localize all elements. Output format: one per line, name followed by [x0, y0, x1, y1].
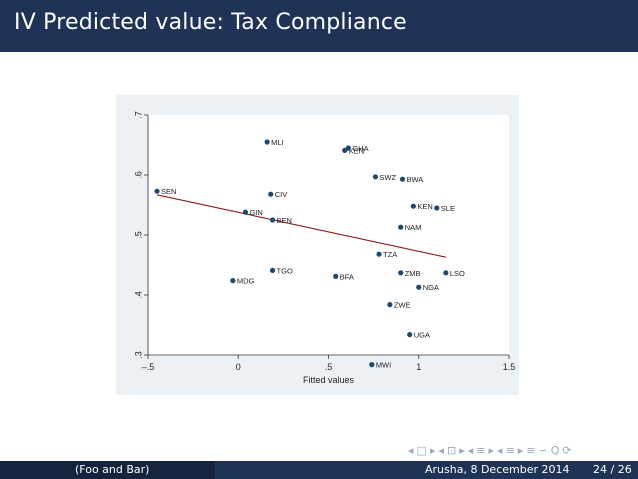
footer-right-panel: Arusha, 8 December 2014 24 / 26 — [215, 461, 638, 479]
data-label-ken-3: KEN — [349, 146, 364, 155]
data-label-tza-12: TZA — [383, 250, 397, 259]
y-tick-label-0: .3 — [133, 351, 143, 359]
data-label-gha-2: GHA — [352, 144, 368, 153]
data-point-sen-0 — [154, 188, 160, 194]
data-point-uga-20 — [407, 332, 413, 338]
x-tick-label-1: 0 — [236, 362, 241, 372]
footer-place-date: Arusha, 8 December 2014 — [425, 463, 570, 476]
y-tick-label-1: .4 — [133, 291, 143, 299]
data-point-nga-18 — [416, 284, 422, 290]
data-point-mdg-14 — [230, 278, 236, 284]
data-label-bfa-15: BFA — [340, 272, 354, 281]
data-label-bwa-5: BWA — [407, 175, 424, 184]
data-point-swz-4 — [372, 174, 379, 180]
data-label-tgo-13: TGO — [277, 266, 293, 275]
data-label-uga-20: UGA — [414, 331, 430, 340]
x-tick-label-2: .5 — [325, 362, 333, 372]
data-label-zmb-16: ZMB — [405, 269, 421, 278]
data-label-gin-7: GIN — [249, 208, 262, 217]
slide-header: IV Predicted value: Tax Compliance — [0, 0, 638, 52]
data-label-nam-11: NAM — [405, 223, 422, 232]
nav-symbol-12[interactable]: ≡ — [526, 444, 536, 457]
nav-symbol-11[interactable]: ▸ — [517, 444, 524, 457]
data-point-civ-6 — [268, 191, 274, 197]
y-tick-label-3: .6 — [133, 171, 143, 179]
data-label-sen-0: SEN — [161, 187, 176, 196]
data-point-ken-3 — [342, 147, 348, 153]
footer-authors: (Foo and Bar) — [75, 463, 150, 476]
data-point-mli-1 — [264, 139, 270, 145]
x-tick-label-4: 1.5 — [503, 362, 516, 372]
nav-symbol-3[interactable]: ◂ — [438, 444, 444, 457]
nav-symbol-15[interactable]: ⟳ — [562, 444, 572, 457]
nav-symbol-5[interactable]: ▸ — [459, 444, 465, 457]
slide-title: IV Predicted value: Tax Compliance — [14, 10, 407, 35]
data-label-swz-4: SWZ — [379, 173, 396, 182]
data-point-zmb-16 — [398, 270, 404, 276]
data-point-lso-17 — [443, 270, 449, 276]
nav-symbol-9[interactable]: ◂ — [497, 444, 503, 457]
data-point-bfa-15 — [333, 273, 339, 279]
nav-symbol-13[interactable]: ∽ — [538, 444, 548, 457]
nav-symbol-4[interactable]: ⊡ — [447, 444, 457, 457]
footer-left-panel: (Foo and Bar) — [0, 461, 215, 479]
data-point-bwa-5 — [399, 176, 406, 182]
data-label-nga-18: NGA — [423, 283, 439, 292]
data-label-ben-8: BEN — [277, 216, 292, 225]
nav-symbol-6[interactable]: ◂ — [467, 444, 474, 457]
nav-symbol-10[interactable]: ≡ — [505, 444, 515, 457]
nav-symbol-8[interactable]: ▸ — [488, 444, 495, 457]
data-label-ken-9: KEN — [417, 202, 432, 211]
data-point-ken-9 — [410, 203, 416, 209]
y-tick-label-2: .5 — [133, 231, 143, 239]
slide-footer: (Foo and Bar) Arusha, 8 December 2014 24… — [0, 461, 638, 479]
nav-symbol-0[interactable]: ◂ — [408, 444, 414, 457]
x-tick-label-0: –.5 — [142, 362, 155, 372]
y-tick-label-4: .7 — [133, 111, 143, 119]
data-label-zwe-19: ZWE — [394, 301, 411, 310]
data-point-gin-7 — [242, 209, 249, 215]
data-label-lso-17: LSO — [450, 269, 465, 278]
data-point-ben-8 — [269, 217, 276, 223]
x-axis-title: Fitted values — [303, 375, 355, 385]
data-label-mli-1: MLI — [271, 138, 284, 147]
data-point-tza-12 — [376, 251, 382, 257]
nav-symbol-2[interactable]: ▸ — [429, 444, 436, 457]
data-point-zwe-19 — [387, 302, 393, 308]
data-point-nam-11 — [398, 224, 404, 230]
data-point-sle-10 — [434, 205, 440, 211]
data-label-mwi-21: MWI — [376, 361, 391, 370]
data-label-mdg-14: MDG — [237, 277, 255, 286]
nav-symbol-14[interactable]: Q — [550, 444, 560, 457]
x-tick-label-3: 1 — [416, 362, 421, 372]
nav-symbol-1[interactable]: □ — [416, 444, 427, 457]
nav-symbol-7[interactable]: ≡ — [476, 444, 486, 457]
beamer-navigation[interactable]: ◂ □ ▸ ◂ ⊡ ▸ ◂ ≡ ▸ ◂ ≡ ▸ ≡ ∽ Q ⟳ — [408, 444, 633, 458]
data-point-mwi-21 — [369, 362, 375, 368]
plot-region — [148, 115, 509, 355]
data-point-tgo-13 — [269, 267, 276, 273]
data-label-sle-10: SLE — [441, 204, 455, 213]
data-label-civ-6: CIV — [275, 190, 288, 199]
footer-page-number: 24 / 26 — [593, 463, 632, 476]
fitted-line — [156, 194, 446, 258]
